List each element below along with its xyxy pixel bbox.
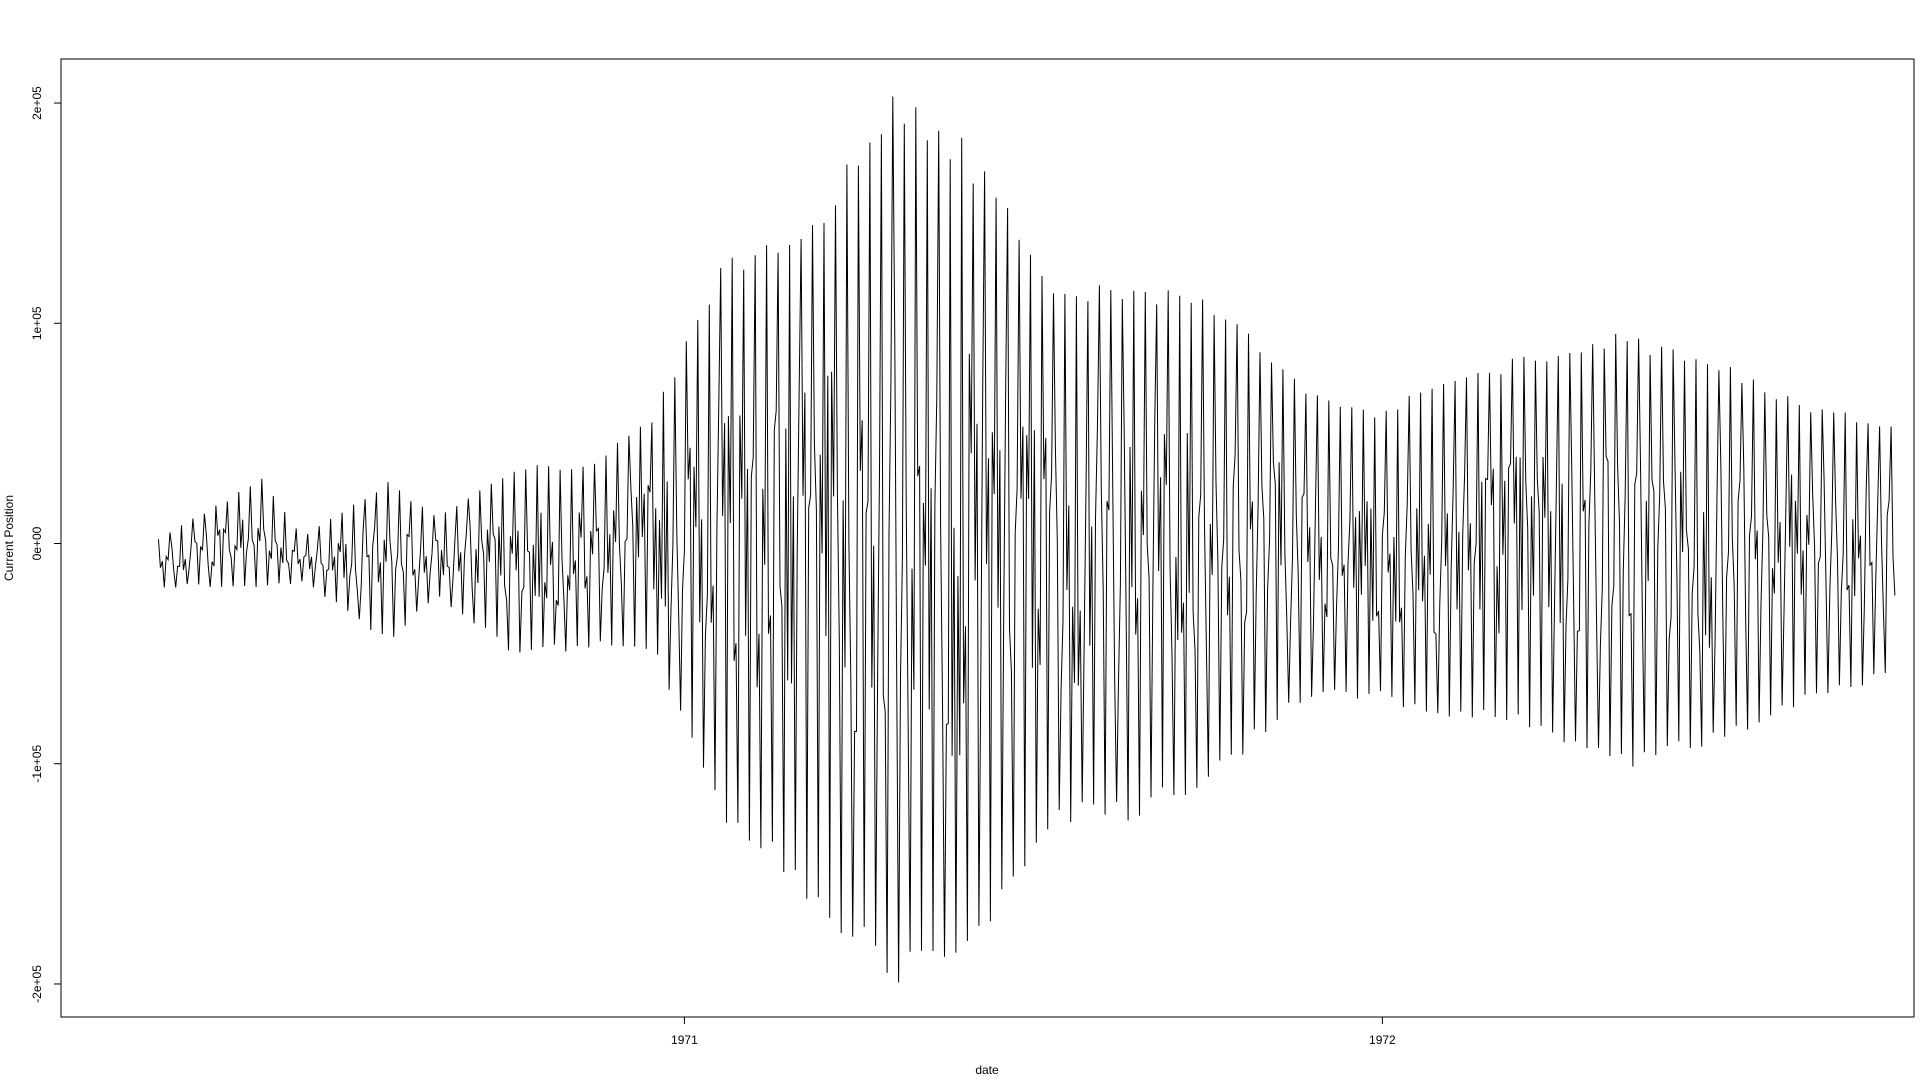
y-axis-title: Current Position xyxy=(2,495,16,581)
y-tick-label: 1e+05 xyxy=(30,306,44,340)
y-tick-label: -2e+05 xyxy=(30,965,44,1003)
y-tick-label: 2e+05 xyxy=(30,86,44,120)
x-axis-title: date xyxy=(975,1063,999,1077)
x-axis: 1971 1972 xyxy=(671,1016,1396,1047)
y-tick-label: 0e+00 xyxy=(30,526,44,560)
plot-frame xyxy=(60,58,1915,1018)
series-line xyxy=(158,96,1896,983)
x-tick-label: 1971 xyxy=(671,1033,698,1047)
y-axis: -2e+05 -1e+05 0e+00 1e+05 2e+05 xyxy=(30,86,62,1003)
x-tick-label: 1972 xyxy=(1369,1033,1396,1047)
y-tick-label: -1e+05 xyxy=(30,745,44,783)
series-layer xyxy=(158,96,1896,983)
